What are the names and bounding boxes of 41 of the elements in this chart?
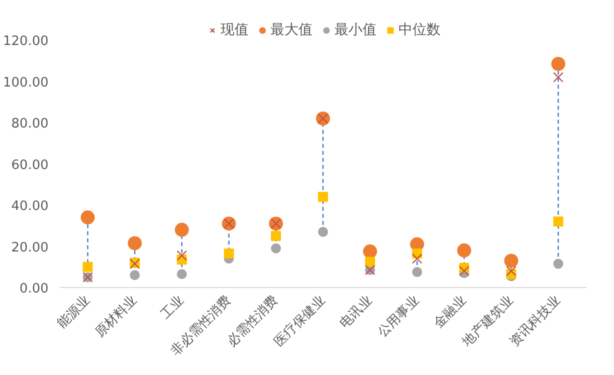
x-tick-label: 电讯业 bbox=[337, 293, 376, 332]
y-tick-label: 0.00 bbox=[20, 282, 49, 296]
x-tick-label: 金融业 bbox=[431, 293, 470, 332]
point bbox=[82, 262, 93, 272]
point bbox=[365, 256, 376, 267]
y-tick-label: 60.00 bbox=[11, 158, 48, 173]
point bbox=[224, 248, 234, 258]
point bbox=[318, 226, 328, 237]
x-tick-label: 能源业 bbox=[54, 293, 94, 332]
point bbox=[318, 192, 328, 202]
point bbox=[506, 266, 516, 276]
point bbox=[130, 270, 140, 280]
x-tick-label: 公用事业 bbox=[375, 293, 422, 341]
legend-label: 中位数 bbox=[398, 21, 440, 39]
y-tick-label: 80.00 bbox=[11, 116, 48, 132]
point bbox=[458, 266, 470, 276]
point bbox=[457, 243, 472, 258]
y-tick-label: 20.00 bbox=[11, 240, 48, 256]
y-tick-label: 120.00 bbox=[3, 34, 49, 50]
x-tick-label: 原材料业 bbox=[92, 293, 140, 341]
point bbox=[553, 258, 564, 269]
y-tick-label: 40.00 bbox=[11, 199, 48, 214]
point bbox=[176, 269, 187, 280]
point bbox=[412, 267, 422, 278]
legend-label: 现值 bbox=[220, 21, 248, 39]
point bbox=[128, 236, 142, 250]
point bbox=[270, 243, 281, 254]
x-tick-label: 工业 bbox=[158, 293, 188, 322]
legend-label: 最大值 bbox=[270, 21, 312, 39]
point bbox=[553, 72, 564, 82]
point bbox=[174, 222, 189, 237]
point bbox=[553, 216, 564, 227]
point bbox=[176, 250, 188, 261]
point bbox=[270, 230, 281, 241]
point bbox=[412, 253, 422, 264]
point bbox=[363, 244, 378, 258]
point bbox=[504, 254, 518, 268]
legend-label: 最小值 bbox=[334, 21, 376, 39]
point bbox=[80, 210, 95, 224]
point bbox=[551, 56, 566, 71]
y-tick-label: 100.00 bbox=[3, 75, 49, 90]
